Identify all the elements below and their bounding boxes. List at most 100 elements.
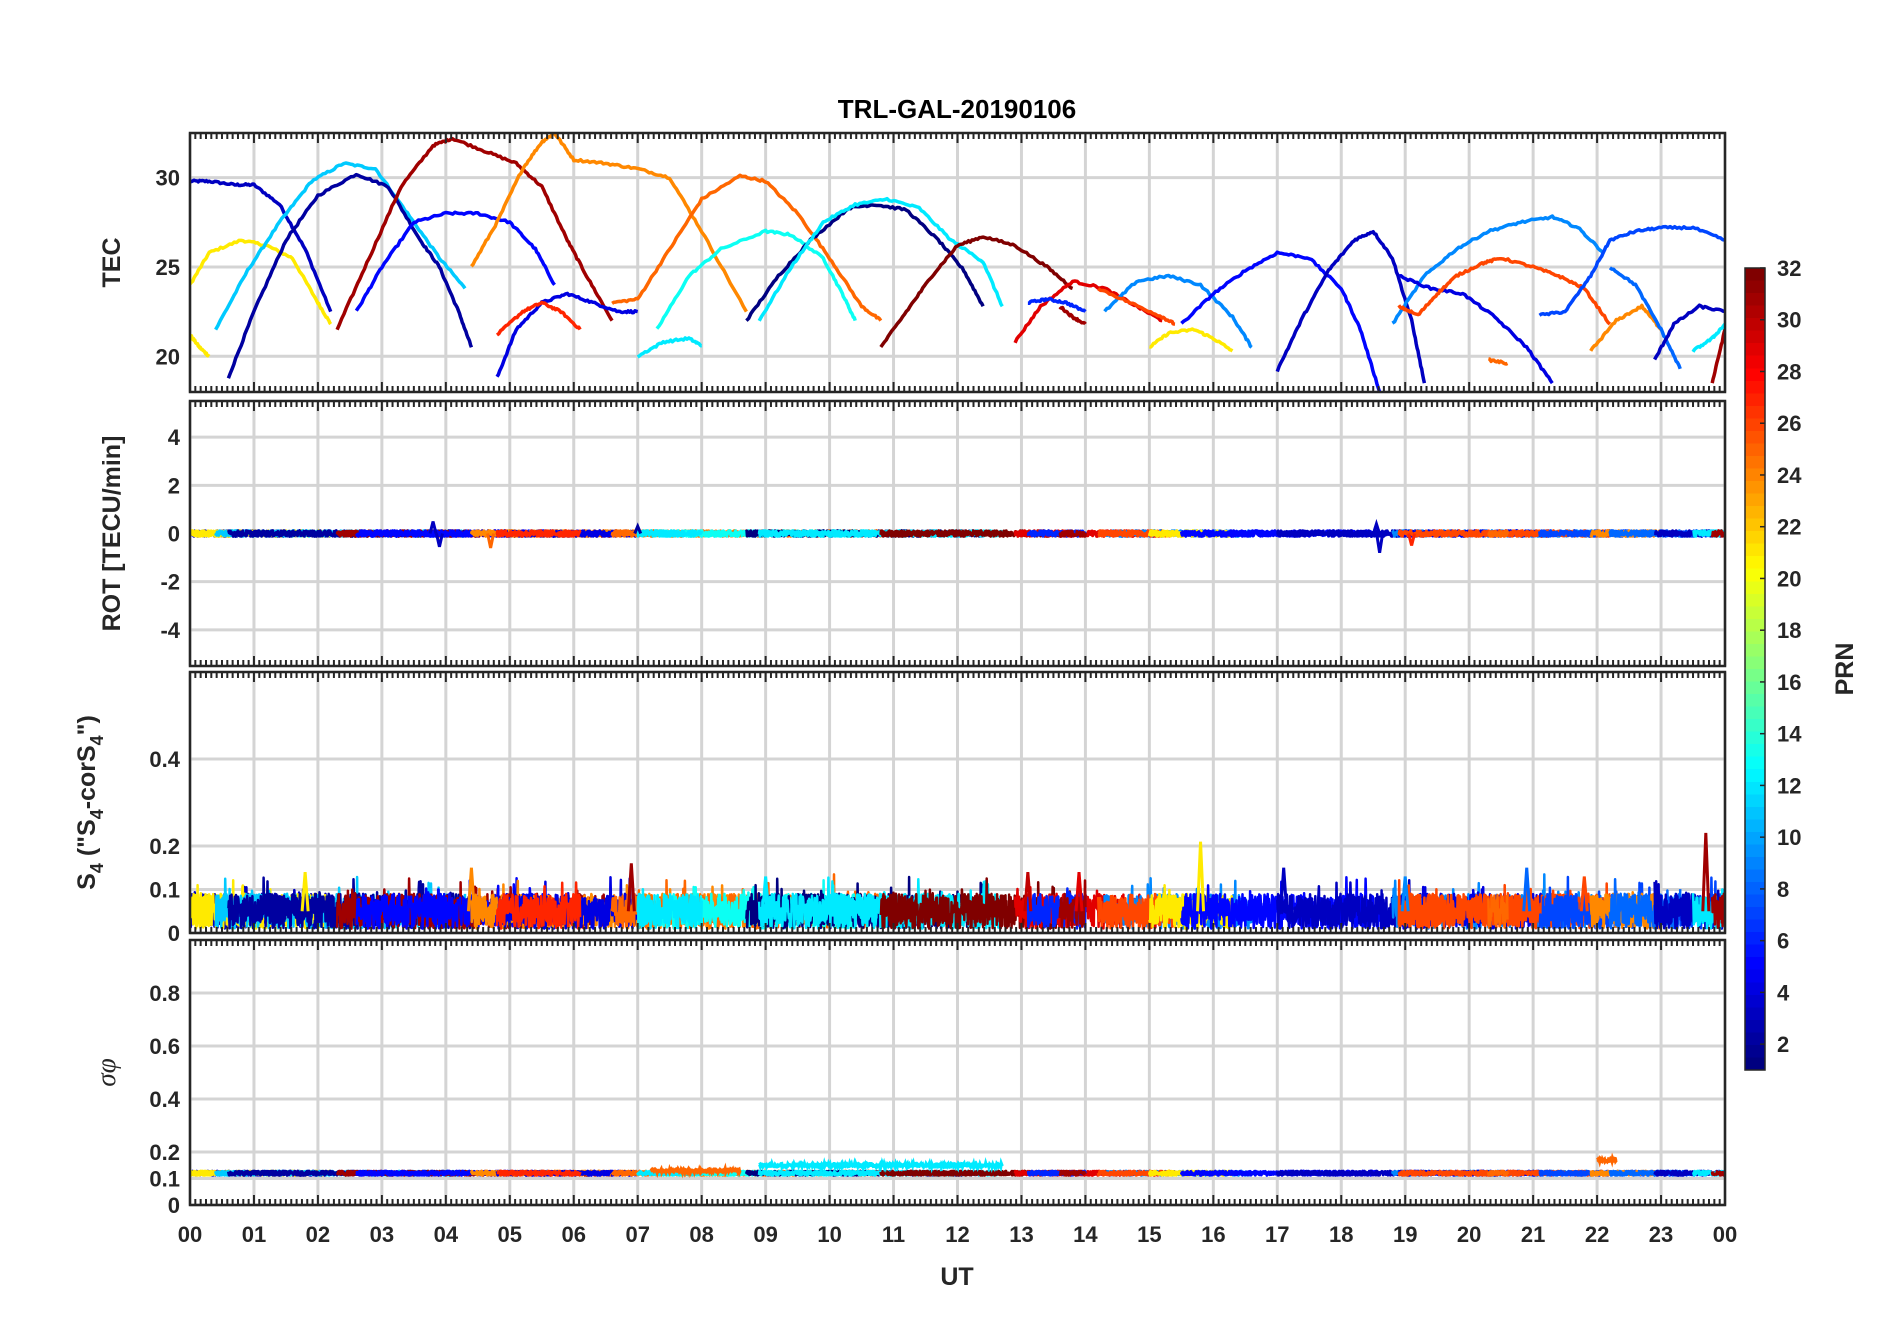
y-tick-label: 30 [156,166,180,191]
panel-rot: -4 -2 0 2 4 ROT [TECU/min] [98,399,1727,668]
x-tick-label: 03 [370,1222,394,1247]
colorbar-tick-label: 30 [1777,308,1801,333]
colorbar-tick-label: 22 [1777,515,1801,540]
x-tick-label: 15 [1137,1222,1161,1247]
x-tick-label: 09 [753,1222,777,1247]
rot-data [190,518,1725,554]
tec-series-prn-31 [1058,305,1087,326]
tec-series-prn-12 [757,196,1004,322]
colorbar-tick-label: 24 [1777,463,1802,488]
rot-series-prn-21 [190,529,211,538]
x-tick-label: 19 [1393,1222,1417,1247]
s4-data [190,832,1725,930]
x-tick-label: 12 [945,1222,969,1247]
x-tick-label: 00 [1713,1222,1737,1247]
rot-spike [434,533,444,548]
y-tick-label: 0.4 [149,747,180,772]
y-tick-label: 2 [168,473,180,498]
y-tick-label: 0 [168,1193,180,1218]
tec-series-prn-3 [1653,303,1725,361]
x-tick-label: 06 [562,1222,586,1247]
s4-series-prn-31 [1058,879,1087,929]
tec-series-prn-24 [1589,303,1663,352]
rot-spike [1375,533,1385,554]
sigma-series-prn-31 [1058,1169,1087,1177]
rot-spike [1407,533,1417,546]
tec-series-prn-4 [495,291,639,378]
tec-series-prn-32 [879,235,1074,349]
y-tick-label: 4 [168,425,181,450]
colorbar-tick-label: 10 [1777,825,1801,850]
y-axis-label-rot: ROT [TECU/min] [98,436,126,632]
x-tick-label: 05 [498,1222,522,1247]
tec-series-prn-25 [611,173,883,322]
tec-series-prn-12 [636,336,703,359]
tec-series-prn-21 [190,333,211,358]
x-tick-label: 10 [817,1222,841,1247]
s4-series-prn-27 [495,881,582,930]
tec-series-prn-6 [1027,296,1087,313]
colorbar-tick-label: 32 [1777,256,1801,281]
tec-series-prn-5 [1180,250,1382,392]
rot-spike [633,522,643,535]
panel-s4: 0 0.1 0.2 0.4 S4 ("S4-corS4") [73,670,1727,946]
colorbar-tick-label: 16 [1777,670,1801,695]
s4-spike [1023,871,1033,912]
s4-spike [300,871,310,912]
y-tick-label: 0.1 [149,878,180,903]
s4-spike [626,863,636,912]
tec-series-prn-5 [354,210,556,312]
y-axis-label-s4: S4 ("S4-corS4") [73,715,107,890]
rot-series-prn-31 [1058,529,1087,538]
sigma-highlight-prn-25 [649,1162,742,1179]
tec-series-prn-31 [1710,328,1725,384]
colorbar-label: PRN [1831,643,1859,696]
tec-series-prn-9 [1103,273,1253,349]
tec-series-prn-21 [190,238,333,326]
y-tick-label: 25 [156,255,180,280]
y-tick-label: -4 [160,618,180,643]
colorbar-gradient [1744,267,1766,1071]
s4-spike [1579,876,1589,912]
tec-series-prn-21 [1148,327,1234,353]
s4-spike [1701,832,1711,912]
x-axis-label: UT [940,1263,973,1291]
tec-series-prn-26 [1097,287,1176,326]
colorbar-tick-label: 28 [1777,359,1801,384]
tec-series-prn-13 [655,228,857,330]
colorbar-tick-label: 4 [1777,980,1790,1005]
colorbar-tick-label: 12 [1777,773,1801,798]
sigma-highlight-prn-12 [758,1156,1004,1174]
x-tick-label: 18 [1329,1222,1353,1247]
chart-title: TRL-GAL-20190106 [838,94,1076,124]
s4-spike [761,876,771,912]
x-tick-label: 07 [625,1222,649,1247]
panel-tec: 20 25 30 TEC [98,131,1727,394]
x-tick-label: 08 [689,1222,713,1247]
sigma-series-prn-31 [1710,1170,1725,1177]
tec-series-prn-12 [1691,322,1725,353]
s4-spike [466,867,476,912]
y-tick-label: 0.2 [149,1140,180,1165]
colorbar-tick-label: 26 [1777,411,1801,436]
y-tick-label: 20 [156,344,180,369]
tec-series-prn-31 [335,136,614,331]
y-axis-label-tec: TEC [98,238,126,288]
x-tick-label: 16 [1201,1222,1225,1247]
rot-series-prn-12 [636,529,704,538]
y-tick-label: -2 [160,570,180,595]
x-tick-label: 13 [1009,1222,1033,1247]
y-tick-label: 0 [168,522,180,547]
s4-spike [1522,867,1532,912]
s4-series-prn-25 [1487,893,1509,930]
rot-spike [428,521,438,534]
x-tick-labels: 00 01 02 03 04 05 06 07 08 09 10 11 12 13 14 15 16 17 18 19… [178,1222,1737,1247]
tec-series-prn-25 [1487,357,1509,366]
s4-series-prn-21 [190,883,211,928]
tec-series-prn-3 [190,178,333,313]
s4-spike [1400,876,1410,912]
sigma-data [190,1152,1725,1179]
colorbar-tick-label: 14 [1777,722,1802,747]
